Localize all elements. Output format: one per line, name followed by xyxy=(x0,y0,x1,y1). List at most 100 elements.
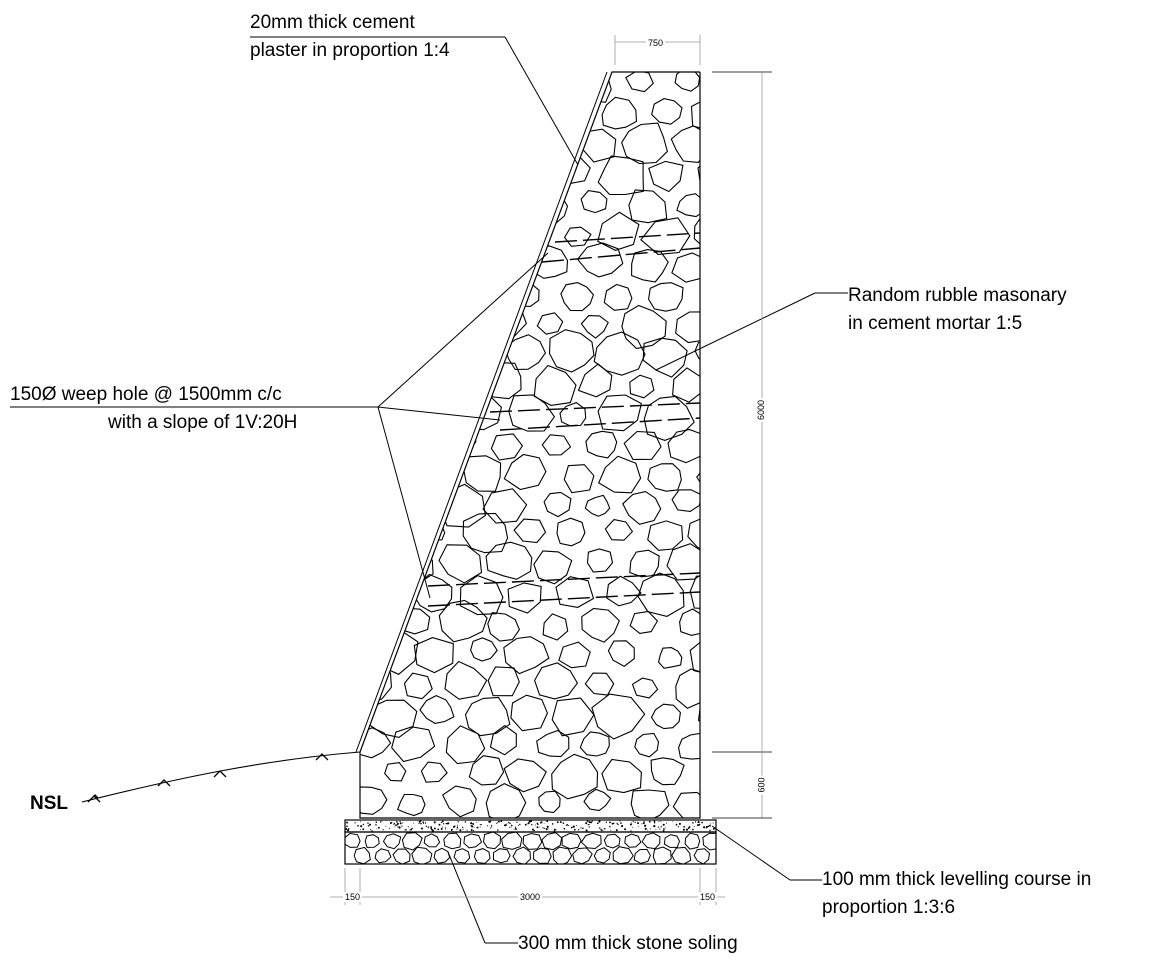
rubble-stone xyxy=(504,334,547,371)
concrete-speckle xyxy=(401,825,403,827)
concrete-speckle xyxy=(510,824,513,827)
rubble-stone xyxy=(651,98,683,125)
rubble-stone xyxy=(513,518,547,544)
rubble-stone xyxy=(372,572,409,612)
rubble-stones xyxy=(360,72,729,818)
concrete-speckle xyxy=(585,822,588,825)
rubble-stone xyxy=(679,608,700,636)
concrete-speckle xyxy=(515,825,517,827)
rubble-stone xyxy=(468,219,497,244)
concrete-speckle xyxy=(516,821,518,823)
rubble-stone xyxy=(413,90,467,139)
concrete-speckle xyxy=(619,820,621,822)
rubble-stone xyxy=(689,575,700,610)
rubble-stone xyxy=(360,490,390,525)
soling-stone xyxy=(411,846,433,864)
concrete-speckle xyxy=(637,822,639,825)
rubble-stone xyxy=(464,101,500,135)
concrete-speckle xyxy=(712,827,715,830)
soling-stone xyxy=(353,846,371,864)
concrete-speckle xyxy=(397,826,399,828)
concrete-speckle xyxy=(456,829,458,831)
concrete-speckle xyxy=(664,827,666,829)
soling-stone xyxy=(561,832,582,850)
rubble-stone xyxy=(628,189,668,224)
concrete-speckle xyxy=(504,824,507,827)
concrete-speckle xyxy=(632,820,634,822)
concrete-speckle xyxy=(437,828,440,831)
concrete-speckle xyxy=(346,825,348,828)
concrete-speckle xyxy=(653,820,656,823)
rubble-stone xyxy=(360,727,392,759)
rubble-stone xyxy=(647,463,682,492)
rubble-stone xyxy=(441,785,477,818)
concrete-speckle xyxy=(515,828,517,831)
concrete-speckle xyxy=(660,826,662,828)
rubble-stone xyxy=(509,98,548,134)
rubble-stone xyxy=(403,672,433,700)
concrete-speckle xyxy=(662,823,665,826)
concrete-speckle xyxy=(609,825,611,828)
rubble-stone xyxy=(444,660,488,700)
concrete-speckle xyxy=(413,822,415,824)
concrete-speckle xyxy=(653,825,656,828)
rubble-stone xyxy=(640,217,691,255)
concrete-speckle xyxy=(696,824,699,827)
concrete-speckle xyxy=(659,828,661,830)
rubble-stone xyxy=(489,724,517,756)
rubble-stone xyxy=(360,365,389,406)
soling-stone xyxy=(522,832,543,850)
concrete-speckle xyxy=(367,824,370,827)
rubble-stone xyxy=(693,211,700,253)
concrete-speckle xyxy=(362,828,365,831)
concrete-speckle xyxy=(644,827,647,830)
concrete-speckle xyxy=(598,820,601,823)
concrete-speckle xyxy=(464,821,467,823)
dim-top-width: 750 xyxy=(646,38,666,48)
rubble-stone xyxy=(558,641,591,669)
concrete-speckle xyxy=(577,829,580,831)
concrete-speckle xyxy=(545,828,548,831)
concrete-speckle xyxy=(587,824,589,826)
concrete-speckle xyxy=(510,826,512,828)
concrete-speckle xyxy=(509,826,511,828)
rubble-stone xyxy=(369,629,419,675)
concrete-speckle xyxy=(624,828,627,831)
concrete-speckle xyxy=(411,827,413,830)
rubble-stone xyxy=(704,407,729,427)
soling-stone xyxy=(652,846,672,864)
concrete-speckle xyxy=(456,826,459,829)
rubble-stone xyxy=(413,637,454,674)
concrete-speckle xyxy=(588,826,590,828)
rubble-stone xyxy=(593,331,646,376)
concrete-speckle xyxy=(479,826,481,828)
rubble-stone xyxy=(675,311,700,344)
concrete-speckle xyxy=(514,827,517,829)
concrete-speckle xyxy=(422,821,425,824)
soling-stone xyxy=(433,847,451,864)
weep-hole-label-line1: 150Ø weep hole @ 1500mm c/c xyxy=(10,384,282,405)
concrete-speckle xyxy=(457,828,459,830)
rubble-stone xyxy=(503,453,547,491)
concrete-speckle xyxy=(453,825,455,828)
rubble-stone xyxy=(671,252,700,283)
concrete-speckle xyxy=(528,820,531,823)
leader-lines xyxy=(10,36,848,944)
concrete-speckle xyxy=(555,829,557,831)
concrete-speckle xyxy=(660,820,662,822)
rubble-stone xyxy=(647,520,684,551)
concrete-speckle xyxy=(433,821,436,824)
concrete-speckle xyxy=(688,825,691,828)
rubble-stone xyxy=(581,607,620,643)
concrete-speckle xyxy=(441,821,444,823)
concrete-speckle xyxy=(472,822,475,825)
concrete-speckle xyxy=(709,829,711,832)
rubble-stone xyxy=(401,494,430,519)
rubble-stone xyxy=(491,190,524,219)
concrete-speckle xyxy=(519,823,521,826)
concrete-speckle xyxy=(354,822,356,824)
concrete-speckle xyxy=(420,822,422,825)
rubble-stone xyxy=(580,190,608,214)
soling-stone xyxy=(345,832,361,848)
